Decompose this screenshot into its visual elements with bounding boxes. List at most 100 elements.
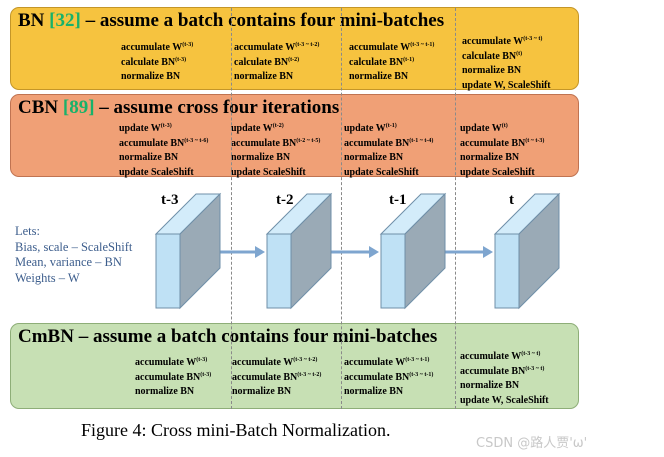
step-line: update ScaleShift [119, 166, 194, 178]
step-line: normalize BN [462, 65, 522, 76]
step-superscript: (t-3 ~ t) [525, 365, 545, 372]
step-superscript: (t-3) [175, 56, 187, 63]
step-line: update W(t-3) [119, 123, 172, 134]
cbn-column: update W(t-2) accumulate BN(t-2 ~ t-5) nor… [231, 122, 320, 180]
step-superscript: (t-3 ~ t) [521, 351, 541, 357]
step-line: normalize BN [121, 71, 181, 82]
step-line: accumulate W(t-3 ~ t) [460, 351, 541, 362]
step-line: accumulate W(t-3) [135, 357, 208, 368]
step-superscript: (t-3 ~ t-1) [410, 42, 435, 48]
timestep-label: t [509, 192, 514, 208]
cmbn-column: accumulate W(t-3) accumulate BN(t-3) norma… [135, 356, 211, 400]
legend-line: Weights – W [15, 270, 80, 285]
step-line: accumulate BN(t-1 ~ t-4) [344, 137, 434, 149]
arrow-head [255, 246, 265, 258]
step-superscript: (t-1) [403, 56, 415, 63]
step-superscript: (t-2) [272, 123, 284, 129]
bn-reference: [32] [49, 10, 81, 31]
bn-panel: BN [32] – assume a batch contains four m… [10, 7, 579, 91]
step-superscript: (t-1 ~ t-4) [409, 137, 434, 144]
step-line: accumulate W(t-3) [121, 42, 194, 53]
cbn-reference: [89] [62, 97, 95, 118]
arrow-head [483, 246, 493, 258]
step-line: normalize BN [135, 386, 195, 397]
step-superscript: (t-3 ~ t-2) [295, 42, 320, 48]
cmbn-panel: CmBN – assume a batch contains four mini… [10, 323, 579, 409]
cmbn-column: accumulate W(t-3 ~ t-1) accumulate BN(t-3… [344, 356, 433, 400]
step-line: update W(t-2) [231, 123, 284, 134]
step-superscript: (t-2) [288, 56, 300, 63]
step-line: calculate BN(t-1) [349, 56, 415, 68]
step-line: update W(t-1) [344, 123, 397, 134]
block-front-face [266, 233, 292, 309]
step-line: update ScaleShift [344, 166, 419, 178]
step-superscript: (t-3 ~ t-2) [297, 371, 322, 378]
step-line: update ScaleShift [231, 166, 306, 178]
step-line: accumulate BN(t ~ t-3) [460, 137, 545, 149]
cmbn-column: accumulate W(t-3 ~ t-2) accumulate BN(t-3… [232, 356, 321, 400]
column-divider [231, 8, 232, 409]
cbn-column: update W(t-1) accumulate BN(t-1 ~ t-4) nor… [344, 122, 433, 180]
step-line: accumulate BN(t-2 ~ t-5) [231, 137, 321, 149]
cbn-column: update W(t) accumulate BN(t ~ t-3) normali… [460, 122, 544, 180]
step-superscript: (t-3) [200, 371, 212, 378]
step-line: calculate BN(t-3) [121, 56, 187, 68]
legend-line: Mean, variance – BN [15, 255, 122, 269]
bn-column: accumulate W(t-3 ~ t-1) calculate BN(t-1)… [349, 41, 434, 85]
step-superscript: (t ~ t-3) [525, 137, 545, 144]
step-superscript: (t) [501, 123, 508, 129]
step-line: accumulate BN(t-3) [135, 371, 212, 383]
step-superscript: (t-3) [182, 42, 194, 48]
step-line: normalize BN [231, 152, 291, 163]
step-line: update ScaleShift [460, 166, 535, 178]
timestep-label: t-1 [389, 192, 407, 208]
step-line: normalize BN [232, 386, 292, 397]
column-divider [341, 8, 342, 409]
legend: Lets: Bias, scale – ScaleShift Mean, var… [15, 224, 132, 286]
bn-title: BN [32] – assume a batch contains four m… [18, 10, 445, 31]
block-front-face [155, 233, 181, 309]
step-superscript: (t-3 ~ t-1) [409, 371, 434, 378]
block-front-face [380, 233, 406, 309]
step-superscript: (t-3) [160, 123, 172, 129]
step-line: update W, ScaleShift [462, 79, 551, 91]
step-superscript: (t-3 ~ t-2) [293, 357, 318, 363]
step-line: accumulate W(t-3 ~ t-1) [344, 357, 430, 368]
cmbn-column: accumulate W(t-3 ~ t) accumulate BN(t-3 ~… [460, 350, 549, 408]
cbn-panel: CBN [89] – assume cross four iterations … [10, 94, 579, 180]
step-line: calculate BN(t-2) [234, 56, 300, 68]
step-line: calculate BN(t) [462, 50, 523, 62]
cbn-column: update W(t-3) accumulate BN(t-3 ~ t-6) nor… [119, 122, 208, 180]
step-line: update W(t) [460, 123, 508, 134]
column-divider [455, 8, 456, 409]
step-superscript: (t-1) [385, 123, 397, 129]
block-front-face [494, 233, 520, 309]
watermark: CSDN @路人贾'ω' [476, 436, 588, 451]
timestep-label: t-3 [161, 192, 179, 208]
bn-column: accumulate W(t-3) calculate BN(t-3) normal… [121, 41, 193, 85]
arrow-head [369, 246, 379, 258]
step-superscript: (t-3 ~ t-1) [405, 357, 430, 363]
step-line: normalize BN [119, 152, 179, 163]
timestep-label: t-2 [276, 192, 294, 208]
step-line: accumulate W(t-3 ~ t) [462, 36, 543, 47]
cbn-title: CBN [89] – assume cross four iterations [18, 97, 340, 118]
step-line: normalize BN [460, 152, 520, 163]
step-line: update W, ScaleShift [460, 394, 549, 406]
step-line: accumulate BN(t-3 ~ t) [460, 365, 545, 377]
bn-column: accumulate W(t-3 ~ t-2) calculate BN(t-2)… [234, 41, 319, 85]
step-line: accumulate W(t-3 ~ t-1) [349, 42, 435, 53]
step-line: normalize BN [349, 71, 409, 82]
step-superscript: (t-3) [196, 357, 208, 363]
figure-caption: Figure 4: Cross mini-Batch Normalization… [81, 420, 391, 440]
cmbn-title: CmBN – assume a batch contains four mini… [18, 326, 438, 347]
step-line: normalize BN [344, 386, 404, 397]
step-line: accumulate W(t-3 ~ t-2) [234, 42, 320, 53]
step-line: accumulate W(t-3 ~ t-2) [232, 357, 318, 368]
step-line: normalize BN [234, 71, 294, 82]
step-superscript: (t-2 ~ t-5) [296, 137, 321, 144]
step-superscript: (t) [516, 50, 523, 57]
step-line: accumulate BN(t-3 ~ t-6) [119, 137, 209, 149]
step-line: normalize BN [460, 380, 520, 391]
